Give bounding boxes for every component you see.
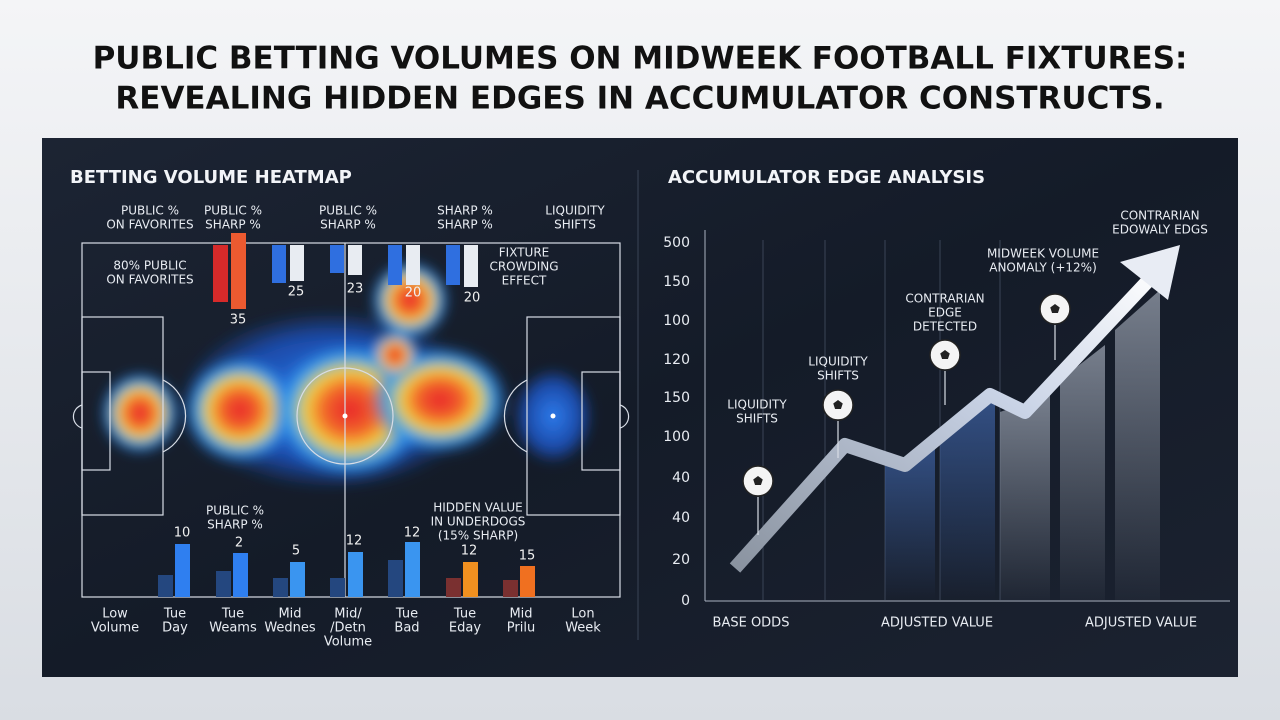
note: FIXTURE — [499, 246, 549, 260]
spot — [550, 413, 556, 419]
x-label: Mid — [278, 607, 301, 622]
heading: BETTING VOLUME HEATMAP — [70, 167, 352, 188]
note: CROWDING — [489, 260, 558, 274]
y-tick-label: 150 — [663, 274, 690, 290]
note: IN UNDERDOGS — [431, 515, 526, 529]
annotation: CONTRARIAN — [1120, 209, 1199, 223]
y-tick-label: 0 — [681, 593, 690, 609]
bar-label: 20 — [464, 291, 481, 306]
ball-patch — [940, 350, 950, 360]
annotation: LIQUIDITY — [727, 398, 787, 412]
x-label: Bad — [394, 621, 419, 636]
annotation: EDOWALY EDGS — [1112, 223, 1208, 237]
note: ON FAVORITES — [106, 273, 193, 287]
x-label: Volume — [91, 621, 139, 636]
title-line: PUBLIC BETTING VOLUMES ON MIDWEEK FOOTBA… — [93, 41, 1188, 77]
top-label: SHARP % — [205, 218, 261, 232]
ball-patch — [833, 400, 843, 410]
annotation: EDGE — [928, 306, 962, 320]
top-label: ON FAVORITES — [106, 218, 193, 232]
center-spot — [342, 413, 348, 419]
bar-label: 20 — [405, 286, 422, 301]
heading: ACCUMULATOR EDGE ANALYSIS — [668, 167, 985, 188]
x-label: Week — [565, 621, 601, 636]
top-label: SHARP % — [437, 204, 493, 218]
note: PUBLIC % — [206, 504, 264, 518]
bar-label: 12 — [404, 526, 421, 541]
x-label: Tue — [395, 607, 418, 622]
y-tick-label: 100 — [663, 313, 690, 329]
note: SHARP % — [207, 518, 263, 532]
bar-label: 35 — [230, 313, 247, 328]
x-label: ADJUSTED VALUE — [881, 616, 993, 631]
annotation: CONTRARIAN — [905, 292, 984, 306]
ball-patch — [753, 476, 763, 486]
bar-label: 23 — [347, 282, 364, 297]
y-tick-label: 120 — [663, 352, 690, 368]
annotation: ANOMALY (+12%) — [989, 261, 1097, 275]
annotation: MIDWEEK VOLUME — [987, 247, 1099, 261]
x-label: Lon — [571, 607, 594, 622]
title-line: REVEALING HIDDEN EDGES IN ACCUMULATOR CO… — [115, 81, 1164, 117]
top-label: PUBLIC % — [121, 204, 179, 218]
bar-label: 10 — [174, 526, 191, 541]
bottom-bars — [158, 542, 535, 597]
x-label: Prilu — [507, 621, 535, 636]
top-label: SHARP % — [320, 218, 376, 232]
x-label: BASE ODDS — [713, 616, 790, 631]
heatmap-blobs — [100, 260, 593, 490]
bar-label: 25 — [288, 285, 305, 300]
y-tick-label: 40 — [672, 470, 690, 486]
annotation: DETECTED — [913, 320, 977, 334]
y-tick-label: 40 — [672, 510, 690, 526]
x-label: Volume — [324, 635, 372, 650]
soccer-balls — [742, 293, 1071, 497]
top-label: SHIFTS — [554, 218, 596, 232]
x-label: Tue — [163, 607, 186, 622]
top-label: PUBLIC % — [319, 204, 377, 218]
x-label: ADJUSTED VALUE — [1085, 616, 1197, 631]
top-label: LIQUIDITY — [545, 204, 605, 218]
x-label: Low — [102, 607, 128, 622]
ball-patch — [1050, 304, 1060, 314]
x-label: Day — [162, 621, 188, 636]
bar-label: 2 — [235, 536, 243, 551]
x-label: Eday — [449, 621, 481, 636]
top-label: SHARP % — [437, 218, 493, 232]
bar-label: 12 — [461, 544, 478, 559]
y-tick-label: 20 — [672, 552, 690, 568]
annotation: SHIFTS — [736, 412, 778, 426]
top-bars — [213, 233, 478, 309]
note: (15% SHARP) — [438, 529, 518, 543]
note: 80% PUBLIC — [113, 259, 186, 273]
x-label: Mid — [509, 607, 532, 622]
y-tick-label: 500 — [663, 235, 690, 251]
edge-chart — [704, 230, 1230, 602]
top-label: PUBLIC % — [204, 204, 262, 218]
x-label: Weams — [209, 621, 257, 636]
x-label: Mid/ — [334, 607, 362, 622]
annotation: LIQUIDITY — [808, 355, 868, 369]
note: HIDDEN VALUE — [433, 501, 523, 515]
bar-label: 5 — [292, 544, 300, 559]
bar-label: 15 — [519, 549, 536, 564]
x-label: Tue — [453, 607, 476, 622]
note: EFFECT — [502, 274, 547, 288]
bar-label: 12 — [346, 534, 363, 549]
y-tick-label: 150 — [663, 390, 690, 406]
x-label: /Detn — [330, 621, 366, 636]
x-label: Wednes — [264, 621, 316, 636]
y-tick-label: 100 — [663, 429, 690, 445]
annotation: SHIFTS — [817, 369, 859, 383]
x-label: Tue — [221, 607, 244, 622]
